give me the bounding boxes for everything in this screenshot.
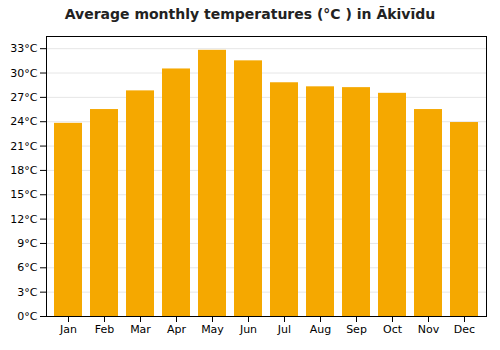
svg-text:Dec: Dec xyxy=(454,323,475,336)
svg-text:Mar: Mar xyxy=(130,323,151,336)
svg-text:6°C: 6°C xyxy=(17,261,37,274)
svg-text:18°C: 18°C xyxy=(10,164,37,177)
svg-text:15°C: 15°C xyxy=(10,188,37,201)
svg-text:24°C: 24°C xyxy=(10,115,37,128)
svg-text:30°C: 30°C xyxy=(10,67,37,80)
svg-text:3°C: 3°C xyxy=(17,286,37,299)
svg-text:27°C: 27°C xyxy=(10,91,37,104)
svg-text:21°C: 21°C xyxy=(10,140,37,153)
svg-text:Nov: Nov xyxy=(418,323,440,336)
svg-text:Jun: Jun xyxy=(239,323,257,336)
svg-text:Feb: Feb xyxy=(95,323,114,336)
html-text:Average monthly temperatures (: Average monthly temperatures (°C ) in Āk… xyxy=(64,6,436,22)
svg-text:Aug: Aug xyxy=(310,323,331,336)
svg-text:9°C: 9°C xyxy=(17,237,37,250)
svg-text:Jul: Jul xyxy=(277,323,291,336)
svg-text:0°C: 0°C xyxy=(17,310,37,323)
svg-text:May: May xyxy=(201,323,224,336)
svg-text:Jan: Jan xyxy=(59,323,77,336)
svg-text:Apr: Apr xyxy=(167,323,187,336)
svg-text:Oct: Oct xyxy=(383,323,403,336)
svg-text:Sep: Sep xyxy=(346,323,367,336)
svg-text:12°C: 12°C xyxy=(10,213,37,226)
svg-text:33°C: 33°C xyxy=(10,42,37,55)
